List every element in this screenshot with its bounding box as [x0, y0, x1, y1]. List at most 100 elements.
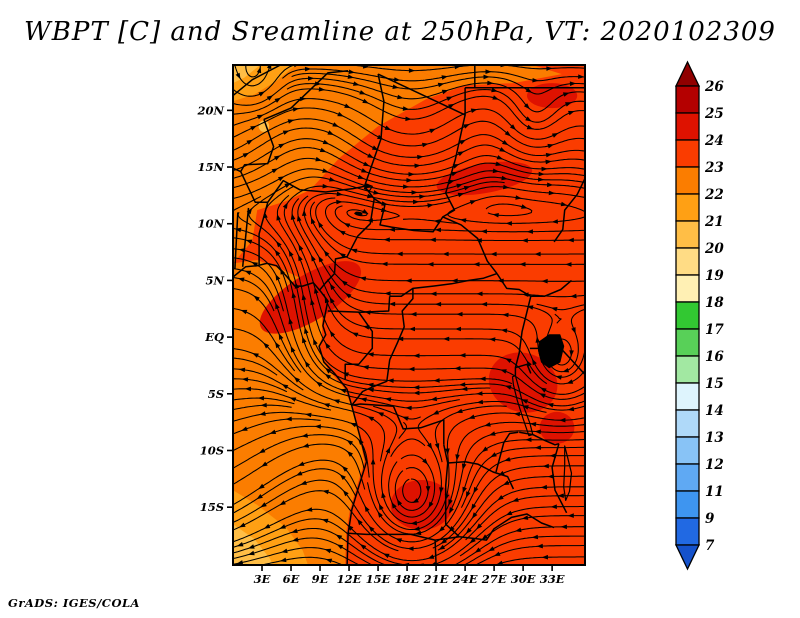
country-border	[373, 198, 498, 275]
colorbar-label: 13	[705, 430, 724, 446]
x-axis-tick-label: 30E	[511, 572, 536, 586]
country-border	[234, 212, 239, 270]
colorbar-label: 20	[704, 241, 724, 257]
map-frame	[232, 64, 586, 566]
y-axis-tick-label: 10S	[200, 443, 224, 457]
coastline	[233, 262, 368, 565]
y-axis-tick-label: EQ	[204, 330, 224, 344]
colorbar-cell	[675, 301, 700, 330]
field-region	[233, 65, 466, 264]
country-border	[258, 202, 269, 265]
country-border	[318, 185, 375, 292]
x-axis-tick-label: 18E	[395, 572, 420, 586]
grads-attribution: GrADS: IGES/COLA	[8, 596, 140, 610]
colorbar-cell	[675, 166, 700, 195]
colorbar-cell	[675, 193, 700, 222]
y-axis-tick-label: 5N	[205, 273, 224, 287]
colorbar-cell	[675, 328, 700, 357]
colorbar-label: 24	[704, 133, 724, 149]
country-border	[233, 65, 281, 97]
country-border	[327, 296, 391, 313]
wbpt-field-layer	[233, 65, 585, 565]
x-axis-tick-label: 6E	[283, 572, 300, 586]
colorbar-under-arrow	[674, 544, 701, 571]
country-border	[515, 363, 532, 374]
colorbar-cell	[675, 220, 700, 249]
country-border	[263, 69, 349, 121]
country-border	[240, 171, 268, 203]
x-axis-tick-label: 24E	[452, 572, 478, 586]
x-axis-tick-label: 27E	[481, 572, 507, 586]
lake-outline	[511, 375, 534, 437]
colorbar-label: 11	[705, 484, 724, 500]
plot-title: WBPT [C] and Sreamline at 250hPa, VT: 20…	[24, 17, 776, 47]
colorbar-label: 12	[705, 457, 724, 473]
lake-outline	[563, 445, 573, 501]
country-border	[351, 403, 445, 445]
country-border	[496, 273, 532, 376]
field-region	[233, 260, 365, 565]
colorbar-cell	[675, 382, 700, 411]
colorbar-label: 14	[705, 403, 724, 419]
colorbar-label: 21	[704, 214, 724, 230]
colorbar-cell	[675, 274, 700, 303]
colorbar-label: 26	[704, 79, 724, 95]
country-border	[459, 513, 555, 541]
country-border	[447, 461, 515, 490]
colorbar-cell	[675, 112, 700, 141]
colorbar-label: 22	[704, 187, 724, 203]
colorbar-cell	[675, 355, 700, 384]
colorbar-over-arrow	[674, 60, 701, 87]
country-border	[351, 288, 414, 406]
colorbar-label: 23	[704, 160, 724, 176]
colorbar-label: 15	[705, 376, 724, 392]
colorbar-label: 25	[704, 106, 724, 122]
colorbar-cell	[675, 490, 700, 519]
x-axis-tick-label: 33E	[540, 572, 565, 586]
y-axis-tick-label: 15S	[200, 500, 224, 514]
lake-victoria	[538, 334, 565, 369]
country-border	[530, 279, 572, 298]
x-axis-tick-label: 3E	[254, 572, 271, 586]
y-axis-tick-label: 15N	[197, 160, 224, 174]
country-border	[560, 347, 585, 376]
field-region	[539, 411, 575, 444]
colorbar-cell	[675, 139, 700, 168]
country-border	[267, 179, 365, 203]
colorbar-label: 16	[705, 349, 724, 365]
colorbar-cell	[675, 85, 700, 114]
y-axis-tick-label: 20N	[196, 103, 224, 117]
x-axis-tick-label: 21E	[423, 572, 449, 586]
country-border	[233, 119, 275, 173]
x-axis-tick-label: 12E	[337, 572, 362, 586]
colorbar-label: 19	[705, 268, 724, 284]
colorbar-label: 18	[705, 295, 724, 311]
country-border	[344, 311, 374, 380]
colorbar-label: 9	[705, 511, 715, 527]
x-axis-tick-label: 15E	[366, 572, 391, 586]
country-border	[348, 532, 460, 541]
x-axis-tick-label: 9E	[312, 572, 329, 586]
colorbar-cell	[675, 436, 700, 465]
colorbar: 26 25 24 23 22 21 20 19 18 17 16 15 14 13 12 11 9 7	[674, 60, 724, 571]
colorbar-label: 17	[705, 322, 724, 338]
colorbar-cell	[675, 409, 700, 438]
field-region	[390, 480, 453, 530]
country-border	[363, 73, 385, 187]
country-border	[241, 207, 250, 267]
colorbar-cell	[675, 463, 700, 492]
lake-outline	[363, 183, 373, 192]
country-border	[551, 443, 568, 514]
streamline-arrows-layer	[234, 65, 585, 565]
colorbar-cell	[675, 247, 700, 276]
field-region	[527, 83, 578, 109]
country-border	[443, 444, 460, 538]
country-border	[434, 540, 437, 565]
colorbar-cell	[675, 517, 700, 546]
country-border	[495, 431, 519, 473]
country-border	[389, 272, 498, 298]
y-axis-tick-label: 10N	[197, 217, 224, 231]
